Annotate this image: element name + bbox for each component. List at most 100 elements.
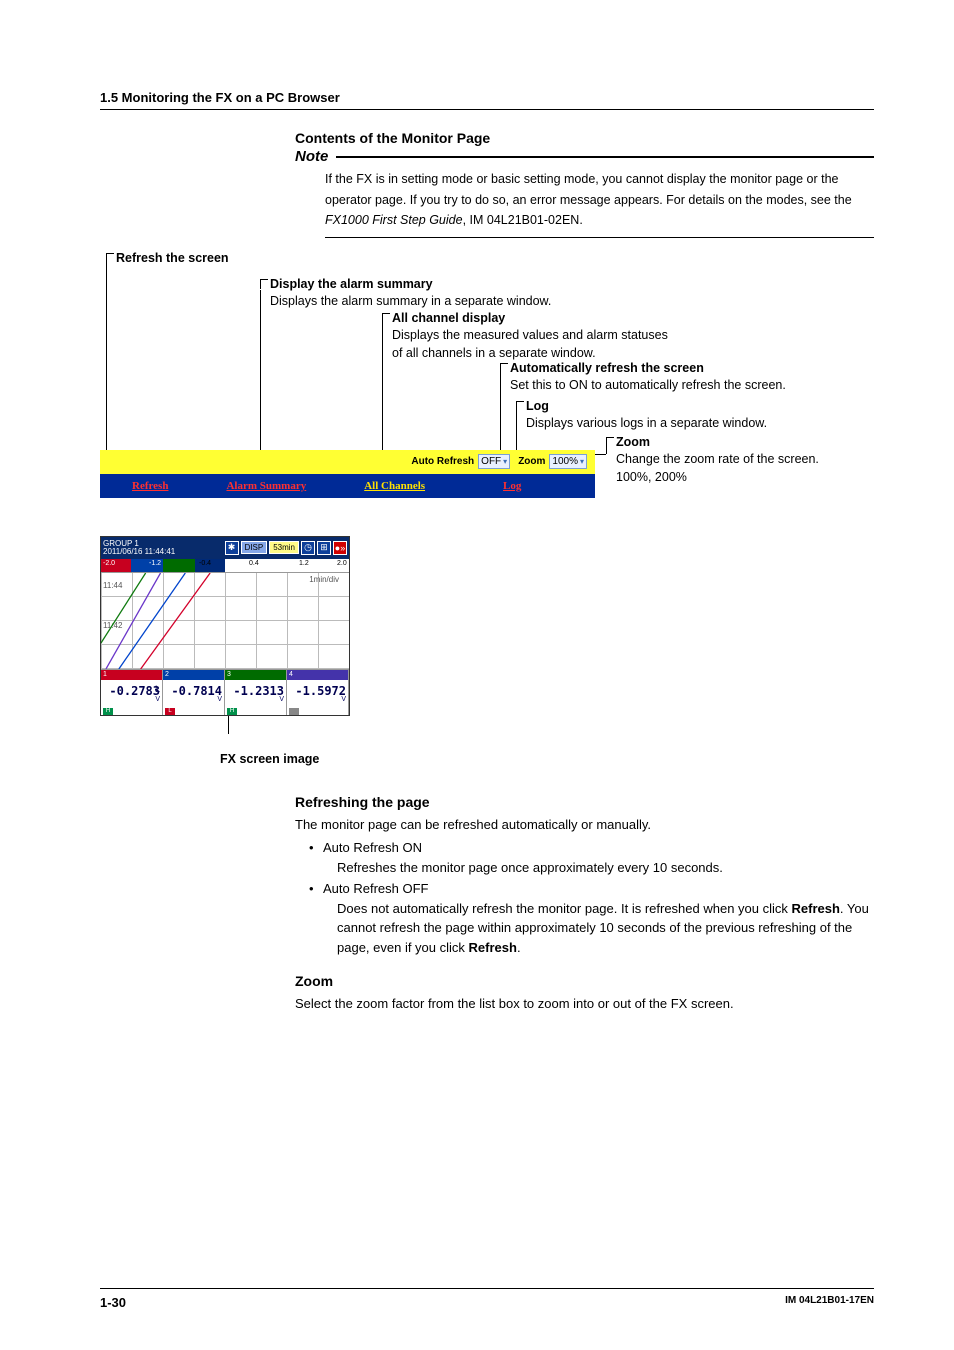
fx-caption-leader <box>228 714 874 734</box>
leader-zoom-v <box>606 446 607 454</box>
channel-value: -0.7814 <box>165 684 222 698</box>
fx-channel-cell: 3 -1.2313V H <box>225 669 287 716</box>
fan-icon: ✱ <box>225 541 239 555</box>
auto-on-desc: Refreshes the monitor page once approxim… <box>337 858 874 878</box>
chevron-down-icon: ▾ <box>580 457 584 466</box>
fx-ruler: -2.0 -1.2 -0.4 0.4 1.2 2.0 <box>101 559 349 573</box>
zoom-label: Zoom <box>518 456 545 467</box>
channel-header: 2 <box>163 670 224 680</box>
channel-header: 4 <box>287 670 348 680</box>
section-header: 1.5 Monitoring the FX on a PC Browser <box>100 90 874 110</box>
grid-icon: ⊞ <box>317 541 331 555</box>
fx-screen: GROUP 1 2011/06/16 11:44:41 ✱ DISP 53min… <box>100 536 350 716</box>
callout-auto-title: Automatically refresh the screen <box>510 360 786 378</box>
contents-title: Contents of the Monitor Page <box>295 130 874 146</box>
note-block: Note If the FX is in setting mode or bas… <box>295 148 874 238</box>
time-chip: 53min <box>269 541 299 554</box>
auto-refresh-value: OFF <box>481 456 501 467</box>
callout-zoom-desc2: 100%, 200% <box>616 469 819 487</box>
trend-lines <box>101 573 349 669</box>
note-text-pre: If the FX is in setting mode or basic se… <box>325 172 852 207</box>
callout-all-desc1: Displays the measured values and alarm s… <box>392 327 668 345</box>
toolbar-top: Auto Refresh OFF ▾ Zoom 100% ▾ <box>100 450 595 474</box>
auto-on-label: Auto Refresh ON <box>323 840 422 855</box>
leader-alarm <box>260 290 261 471</box>
fx-caption: FX screen image <box>220 752 874 766</box>
link-alarm-summary[interactable]: Alarm Summary <box>226 480 306 492</box>
link-log[interactable]: Log <box>503 480 521 492</box>
ruler-3: 0.4 <box>249 560 259 567</box>
callout-alarm-summary: Display the alarm summary Displays the a… <box>270 276 551 311</box>
callout-auto-desc: Set this to ON to automatically refresh … <box>510 377 786 395</box>
fx-channel-cell: 2 -0.7814V L <box>163 669 225 716</box>
refreshing-intro: The monitor page can be refreshed automa… <box>295 815 874 835</box>
channel-header: 1 <box>101 670 162 680</box>
callout-all-title: All channel display <box>392 310 668 328</box>
fx-screen-wrap: GROUP 1 2011/06/16 11:44:41 ✱ DISP 53min… <box>100 536 874 766</box>
note-body: If the FX is in setting mode or basic se… <box>325 169 874 238</box>
auto-refresh-select[interactable]: OFF ▾ <box>478 454 510 469</box>
channel-extra: L <box>155 684 160 694</box>
channel-tag: H <box>103 708 113 716</box>
clock-icon: ◷ <box>301 541 315 555</box>
auto-on-item: Auto Refresh ON Refreshes the monitor pa… <box>309 838 874 877</box>
callout-zoom-desc1: Change the zoom rate of the screen. <box>616 451 819 469</box>
off-b2: Refresh <box>469 940 517 955</box>
channel-unit: V <box>155 696 160 703</box>
fx-channel-cell: 4 -1.5972V <box>287 669 349 716</box>
leader-auto <box>500 373 501 450</box>
page-number: 1-30 <box>100 1295 126 1310</box>
callout-refresh-screen: Refresh the screen <box>116 250 229 268</box>
note-text-post: , IM 04L21B01-02EN. <box>463 213 583 227</box>
leader-refresh <box>106 263 107 471</box>
off-pre: Does not automatically refresh the monit… <box>337 901 792 916</box>
channel-tag <box>289 708 299 716</box>
fx-titlebar: GROUP 1 2011/06/16 11:44:41 ✱ DISP 53min… <box>101 537 349 559</box>
ruler-1: -1.2 <box>149 560 161 567</box>
callout-alarm-desc: Displays the alarm summary in a separate… <box>270 293 551 311</box>
callout-zoom: Zoom Change the zoom rate of the screen.… <box>616 434 819 487</box>
channel-value: -1.5972 <box>289 684 346 698</box>
callout-zoom-title: Zoom <box>616 434 819 452</box>
link-refresh[interactable]: Refresh <box>132 480 168 492</box>
ruler-2: -0.4 <box>199 560 211 567</box>
channel-unit: V <box>341 696 346 703</box>
ruler-5: 2.0 <box>337 560 347 567</box>
diagram-area: Refresh the screen Display the alarm sum… <box>100 250 874 510</box>
monitor-toolbar: Auto Refresh OFF ▾ Zoom 100% ▾ Refresh A… <box>100 450 595 498</box>
callout-alarm-title: Display the alarm summary <box>270 276 551 294</box>
zoom-select[interactable]: 100% ▾ <box>549 454 587 469</box>
callout-log-title: Log <box>526 398 767 416</box>
off-post: . <box>517 940 521 955</box>
off-b1: Refresh <box>792 901 840 916</box>
leader-all <box>382 323 383 471</box>
auto-off-item: Auto Refresh OFF Does not automatically … <box>309 879 874 957</box>
fx-datetime: 2011/06/16 11:44:41 <box>103 548 175 556</box>
disp-chip: DISP <box>241 541 268 554</box>
zoom-value: 100% <box>552 456 578 467</box>
callout-log-desc: Displays various logs in a separate wind… <box>526 415 767 433</box>
fx-channel-cell: 1 -0.2783V H L <box>101 669 163 716</box>
channel-tag: L <box>165 708 175 716</box>
channel-unit: V <box>279 696 284 703</box>
auto-off-desc: Does not automatically refresh the monit… <box>337 899 874 958</box>
link-all-channels[interactable]: All Channels <box>364 480 425 492</box>
ruler-4: 1.2 <box>299 560 309 567</box>
refreshing-title: Refreshing the page <box>295 792 874 813</box>
note-label: Note <box>295 148 328 165</box>
doc-id: IM 04L21B01-17EN <box>785 1295 874 1310</box>
callout-auto-refresh: Automatically refresh the screen Set thi… <box>510 360 786 395</box>
channel-tag: H <box>227 708 237 716</box>
note-doc-ref: FX1000 First Step Guide <box>325 213 463 227</box>
channel-unit: V <box>217 696 222 703</box>
chevron-down-icon: ▾ <box>503 457 507 466</box>
page-footer: 1-30 IM 04L21B01-17EN <box>100 1288 874 1310</box>
zoom-desc: Select the zoom factor from the list box… <box>295 994 874 1014</box>
refreshing-section: Refreshing the page The monitor page can… <box>295 792 874 1014</box>
channel-value: -1.2313 <box>227 684 284 698</box>
note-rule <box>336 156 874 158</box>
fx-channel-row: 1-0.2783VHL2-0.7814VL3-1.2313VH4-1.5972V <box>101 669 349 716</box>
channel-header: 3 <box>225 670 286 680</box>
channel-value: -0.2783 <box>103 684 160 698</box>
fx-title-text: GROUP 1 2011/06/16 11:44:41 <box>103 540 175 556</box>
